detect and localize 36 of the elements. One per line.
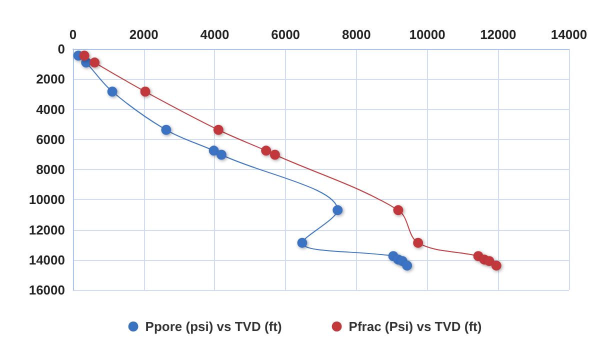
point: [216, 150, 226, 160]
point: [90, 58, 100, 68]
y-tick-label: 4000: [36, 102, 65, 117]
point: [140, 86, 150, 97]
y-tick-label: 6000: [36, 132, 65, 147]
x-tick-label: 12000: [480, 27, 516, 42]
y-tick-label: 10000: [28, 192, 65, 208]
x-tick-label: 4000: [200, 27, 230, 42]
y-tick-label: 14000: [28, 252, 65, 268]
point: [484, 256, 494, 266]
y-tick-label: 16000: [28, 282, 65, 298]
point: [208, 146, 219, 156]
point: [107, 86, 118, 97]
point: [491, 260, 502, 271]
point: [161, 124, 172, 135]
y-tick-label: 12000: [28, 222, 65, 238]
point: [413, 238, 424, 248]
point: [79, 50, 90, 61]
x-tick-label: 8000: [342, 27, 371, 42]
x-tick-label: 6000: [271, 27, 300, 42]
point: [270, 150, 280, 160]
point: [213, 124, 224, 135]
y-tick-label: 8000: [36, 162, 65, 177]
point: [393, 205, 404, 216]
point: [402, 260, 412, 271]
point: [297, 238, 308, 248]
legend-label: Ppore (psi) vs TVD (ft): [145, 319, 282, 334]
point: [332, 205, 343, 216]
y-tick-label: 0: [58, 42, 65, 56]
x-tick-label: 2000: [129, 27, 158, 42]
legend-label: Pfrac (Psi) vs TVD (ft): [348, 319, 482, 334]
x-tick-label: 0: [69, 27, 77, 42]
x-tick-label: 10000: [409, 27, 446, 42]
x-tick-label: 14000: [550, 27, 588, 42]
point: [261, 146, 272, 156]
y-tick-label: 2000: [36, 72, 65, 87]
